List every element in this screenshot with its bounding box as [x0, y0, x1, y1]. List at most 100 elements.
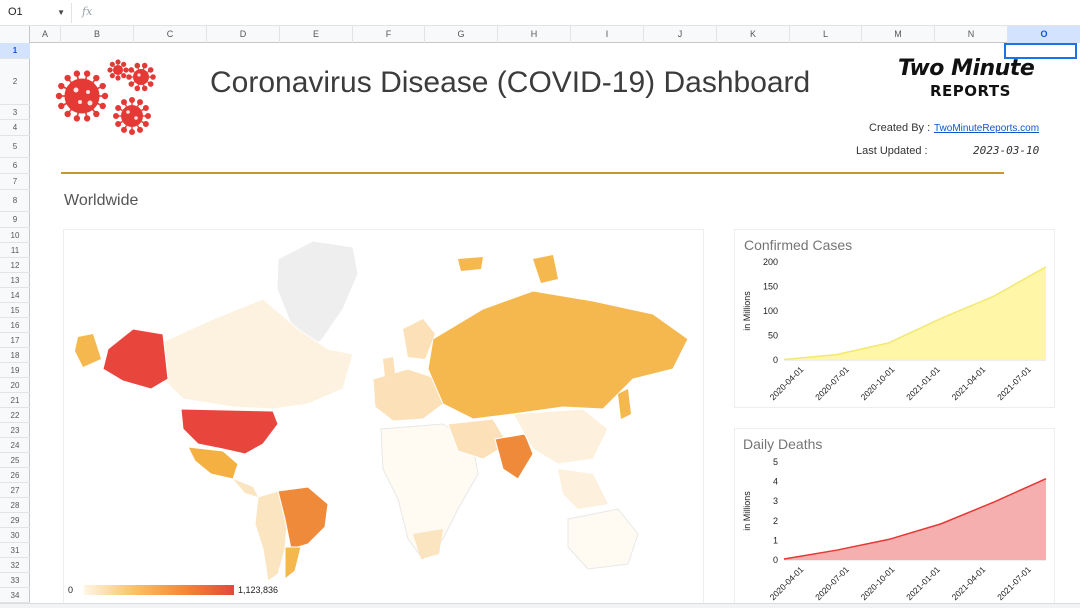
- map-region-scandinavia: [403, 319, 435, 359]
- confirmed-cases-title: Confirmed Cases: [744, 237, 853, 253]
- confirmed-cases-area: [784, 266, 1046, 360]
- column-header-d[interactable]: D: [207, 26, 280, 43]
- row-header-25[interactable]: 25: [0, 453, 30, 468]
- row-header-6[interactable]: 6: [0, 158, 30, 174]
- map-legend-min: 0: [68, 585, 74, 595]
- daily-deaths-title: Daily Deaths: [743, 436, 823, 452]
- row-header-22[interactable]: 22: [0, 408, 30, 423]
- row-header-24[interactable]: 24: [0, 438, 30, 453]
- row-header-bar: 1 2 3 4 5 6 7 8 9 10 11 12 13 14 15 16 17 18 19 20 21 22 23 24 2…: [0, 43, 30, 608]
- confirmed-cases-y-tick: 200: [763, 257, 778, 267]
- row-header-21[interactable]: 21: [0, 393, 30, 408]
- row-header-28[interactable]: 28: [0, 498, 30, 513]
- row-header-2[interactable]: 2: [0, 59, 30, 105]
- row-header-31[interactable]: 31: [0, 543, 30, 558]
- row-header-8[interactable]: 8: [0, 190, 30, 212]
- row-header-26[interactable]: 26: [0, 468, 30, 483]
- row-header-32[interactable]: 32: [0, 558, 30, 573]
- row-header-30[interactable]: 30: [0, 528, 30, 543]
- confirmed-cases-line: [783, 266, 1047, 361]
- daily-deaths-x-tick: 2021-01-01: [904, 564, 942, 602]
- page-title: Coronavirus Disease (COVID-19) Dashboard: [210, 66, 811, 99]
- column-header-l[interactable]: L: [790, 26, 862, 43]
- confirmed-cases-y-tick: 50: [768, 331, 778, 341]
- row-header-27[interactable]: 27: [0, 483, 30, 498]
- row-header-9[interactable]: 9: [0, 212, 30, 228]
- row-header-29[interactable]: 29: [0, 513, 30, 528]
- row-header-12[interactable]: 12: [0, 258, 30, 273]
- confirmed-cases-y-axis-label: in Millions: [742, 291, 752, 331]
- column-header-j[interactable]: J: [644, 26, 717, 43]
- world-map: [75, 240, 689, 582]
- row-header-17[interactable]: 17: [0, 333, 30, 348]
- confirmed-cases-x-tick: 2021-01-01: [904, 364, 942, 402]
- selected-cell[interactable]: [1004, 43, 1077, 59]
- row-header-4[interactable]: 4: [0, 120, 30, 136]
- row-header-3[interactable]: 3: [0, 105, 30, 120]
- created-by-label: Created By :: [869, 122, 931, 134]
- confirmed-cases-x-tick: 2020-07-01: [813, 364, 851, 402]
- column-header-h[interactable]: H: [498, 26, 571, 43]
- row-header-5[interactable]: 5: [0, 136, 30, 158]
- map-region-svalbard: [458, 257, 483, 271]
- row-header-34[interactable]: 34: [0, 588, 30, 603]
- function-icon: fx: [82, 5, 93, 18]
- daily-deaths-x-tick: 2020-10-01: [859, 564, 897, 602]
- header-divider: [61, 172, 1004, 174]
- confirmed-cases-chart: 0 50 100 150 200 in Millions 2020-04-01 2020-07…: [742, 257, 1047, 402]
- daily-deaths-line: [783, 477, 1047, 560]
- row-header-14[interactable]: 14: [0, 288, 30, 303]
- column-header-b[interactable]: B: [61, 26, 134, 43]
- column-header-e[interactable]: E: [280, 26, 353, 43]
- map-region-mexico: [187, 446, 239, 480]
- row-header-16[interactable]: 16: [0, 318, 30, 333]
- map-region-canada: [157, 298, 354, 410]
- row-header-1[interactable]: 1: [0, 43, 30, 59]
- daily-deaths-x-tick: 2021-07-01: [995, 564, 1033, 602]
- name-box[interactable]: O1 ▼: [0, 3, 72, 23]
- daily-deaths-area: [784, 478, 1046, 560]
- formula-input[interactable]: [100, 3, 1076, 23]
- row-header-10[interactable]: 10: [0, 228, 30, 243]
- column-header-a[interactable]: A: [30, 26, 61, 43]
- map-region-central-america: [233, 479, 258, 497]
- row-header-18[interactable]: 18: [0, 348, 30, 363]
- column-header-n[interactable]: N: [935, 26, 1008, 43]
- name-box-value: O1: [8, 6, 23, 18]
- last-updated-label: Last Updated :: [856, 145, 928, 157]
- row-header-23[interactable]: 23: [0, 423, 30, 438]
- row-header-20[interactable]: 20: [0, 378, 30, 393]
- sheet-tab-bar: [0, 603, 1080, 608]
- column-header-g[interactable]: G: [425, 26, 498, 43]
- daily-deaths-y-tick: 5: [773, 457, 778, 467]
- row-header-7[interactable]: 7: [0, 174, 30, 190]
- column-header-o[interactable]: O: [1008, 26, 1080, 43]
- map-region-arctic-islands: [533, 255, 558, 283]
- column-header-f[interactable]: F: [353, 26, 425, 43]
- map-legend-gradient: [84, 585, 234, 595]
- column-header-c[interactable]: C: [134, 26, 207, 43]
- row-header-11[interactable]: 11: [0, 243, 30, 258]
- column-header-i[interactable]: I: [571, 26, 644, 43]
- column-header-m[interactable]: M: [862, 26, 935, 43]
- created-by-link[interactable]: TwoMinuteReports.com: [934, 123, 1040, 134]
- chevron-down-icon[interactable]: ▼: [57, 8, 65, 17]
- confirmed-cases-x-tick: 2020-10-01: [859, 364, 897, 402]
- logo-line-2: REPORTS: [930, 82, 1011, 100]
- column-header-k[interactable]: K: [717, 26, 790, 43]
- section-title: Worldwide: [64, 192, 139, 209]
- map-region-greenland: [276, 240, 359, 350]
- row-header-15[interactable]: 15: [0, 303, 30, 318]
- select-all-corner[interactable]: [0, 26, 30, 43]
- row-header-19[interactable]: 19: [0, 363, 30, 378]
- row-header-33[interactable]: 33: [0, 573, 30, 588]
- map-region-argentina: [284, 546, 302, 581]
- map-region-alaska: [102, 328, 169, 390]
- daily-deaths-y-tick: 0: [773, 555, 778, 565]
- row-header-13[interactable]: 13: [0, 273, 30, 288]
- map-region-australia: [567, 508, 639, 570]
- map-region-india: [494, 433, 534, 480]
- map-region-southeast-asia: [558, 469, 608, 509]
